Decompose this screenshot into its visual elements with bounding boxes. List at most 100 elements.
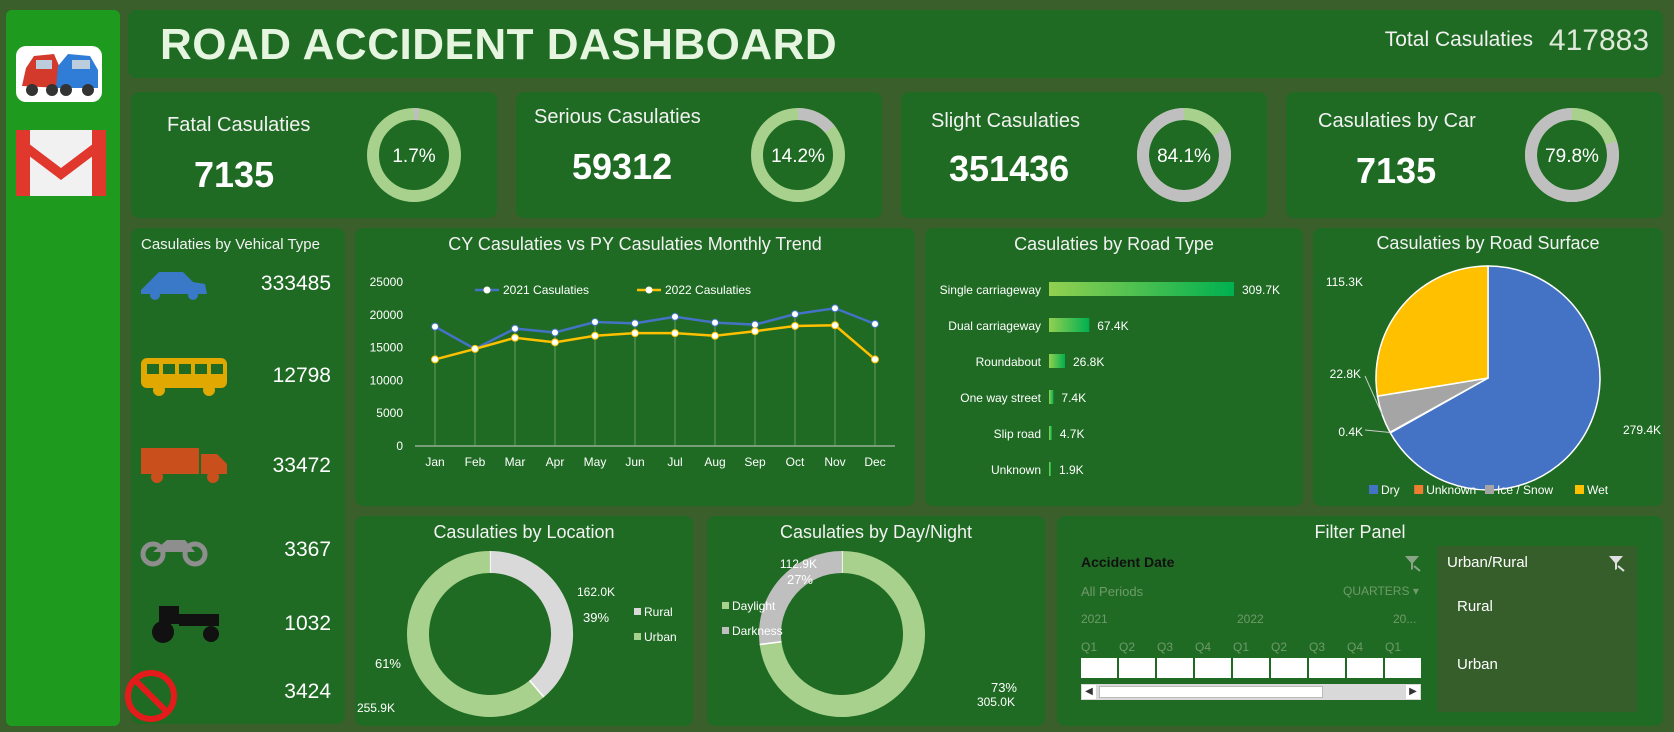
quarter-label: Q4 (1195, 640, 1212, 654)
timeline-cell[interactable] (1081, 658, 1117, 678)
data-point (831, 321, 839, 330)
year-label: 2021 (1081, 612, 1108, 626)
clear-filter-icon[interactable] (1607, 554, 1625, 572)
data-point (591, 318, 599, 327)
legend-label: 2021 Casulaties (503, 283, 589, 297)
bar (1049, 318, 1090, 332)
quarter-label: Q2 (1119, 640, 1136, 654)
kpi-donut: 14.2% (751, 108, 845, 202)
car-crash-icon[interactable] (14, 38, 104, 108)
slicer-item-rural[interactable]: Rural (1457, 598, 1493, 615)
legend-swatch (722, 627, 729, 634)
bar (1049, 282, 1234, 296)
kpi-value: 59312 (572, 146, 673, 187)
kpi-label: Casulaties by Car (1318, 110, 1476, 132)
donut-segment (797, 108, 835, 134)
sidebar (6, 10, 120, 726)
chevron-down-icon: ▾ (1412, 584, 1419, 598)
timeline-cell[interactable] (1385, 658, 1421, 678)
data-point (751, 320, 759, 329)
pct-label: 39% (583, 610, 609, 625)
legend-swatch (1485, 485, 1494, 494)
data-point (551, 328, 559, 337)
pct-label: 73% (991, 680, 1017, 695)
slicer-header: Urban/Rural (1447, 554, 1528, 571)
vehicle-value: 12798 (272, 364, 331, 387)
kpi-donut: 84.1% (1137, 108, 1231, 202)
vehicle-row-tractor: 1032 (131, 600, 341, 660)
legend-swatch (634, 633, 641, 640)
quarters-dropdown[interactable]: QUARTERS ▾ (1343, 584, 1419, 598)
timeline-cell[interactable] (1157, 658, 1193, 678)
bar (1049, 426, 1052, 440)
gmail-icon[interactable] (16, 130, 106, 196)
donut-segment (489, 551, 573, 698)
legend-label: Wet (1587, 483, 1609, 497)
data-label: 4.7K (1060, 427, 1085, 441)
donut-pct-label: 1.7% (392, 146, 435, 167)
bar (1049, 354, 1066, 368)
scroll-thumb[interactable] (1099, 686, 1323, 698)
timeline-cell[interactable] (1309, 658, 1345, 678)
urban-rural-slicer: Urban/Rural Rural Urban (1437, 546, 1637, 712)
road-type-chart: Single carriageway 309.7K Dual carriageway… (940, 282, 1280, 477)
legend-label: Urban (644, 630, 677, 644)
kpi-card-fatal: Fatal Casulaties 7135 1.7% (131, 92, 497, 218)
bar (1049, 462, 1051, 476)
legend-label: Dry (1381, 483, 1400, 497)
clear-filter-icon[interactable] (1403, 554, 1421, 572)
data-point (631, 329, 639, 338)
x-tick-label: Jun (625, 455, 644, 469)
data-label: 67.4K (1097, 319, 1128, 333)
y-tick-label: 5000 (376, 406, 403, 420)
x-tick-label: Jul (667, 455, 682, 469)
kpi-value: 7135 (1356, 150, 1437, 191)
vehicle-value: 3367 (284, 538, 331, 561)
road-surface-panel: Casulaties by Road Surface 279.4K 0.4K 22.… (1313, 228, 1663, 506)
data-label: 305.0K (977, 695, 1015, 709)
legend-marker (645, 286, 653, 294)
donut-segment (1525, 108, 1619, 202)
timeline-cell[interactable] (1195, 658, 1231, 678)
data-label: 279.4K (1623, 423, 1661, 437)
data-point (871, 355, 879, 364)
quarters-label: QUARTERS (1343, 584, 1410, 598)
vehicle-type-title: Casulaties by Vehical Type (141, 236, 320, 253)
bus-icon (141, 358, 227, 396)
timeline-cells[interactable] (1081, 658, 1421, 678)
quarter-label: Q4 (1347, 640, 1364, 654)
kpi-card-serious: Serious Casulaties 59312 14.2% (516, 92, 882, 218)
legend-marker (483, 286, 491, 294)
category-label: Unknown (991, 463, 1041, 477)
road-surface-chart: 279.4K 0.4K 22.8K 115.3K Dry Unknown Ice / Sno… (1326, 265, 1661, 497)
donut-segment (759, 551, 843, 645)
kpi-value: 7135 (194, 154, 275, 195)
segment-divider (759, 640, 782, 646)
legend-swatch (634, 608, 641, 615)
timeline-cell[interactable] (1347, 658, 1383, 678)
x-tick-label: Nov (824, 455, 845, 469)
y-tick-label: 25000 (370, 275, 404, 289)
kpi-value: 351436 (949, 148, 1070, 189)
timeline-cell[interactable] (1233, 658, 1269, 678)
year-label: 20... (1393, 612, 1417, 626)
data-point (551, 338, 559, 347)
data-label: 162.0K (577, 585, 615, 599)
timeline-scrollbar[interactable]: ◀ ▶ (1081, 684, 1421, 700)
quarter-label: Q1 (1385, 640, 1402, 654)
data-point (511, 333, 519, 342)
donut-segment (1571, 108, 1617, 145)
data-point (631, 319, 639, 328)
scroll-right-arrow[interactable]: ▶ (1406, 685, 1420, 699)
legend-label: Rural (644, 605, 673, 619)
quarter-label: Q3 (1157, 640, 1174, 654)
category-label: Dual carriageway (948, 319, 1041, 333)
scroll-left-arrow[interactable]: ◀ (1082, 685, 1096, 699)
filter-panel-title: Filter Panel (1314, 522, 1406, 542)
timeline-cell[interactable] (1119, 658, 1155, 678)
slicer-item-urban[interactable]: Urban (1457, 656, 1498, 673)
timeline-cell[interactable] (1271, 658, 1307, 678)
legend-label: Daylight (732, 599, 776, 613)
legend-label: Darkness (732, 624, 783, 638)
quarter-labels: Q1 Q2 Q3 Q4 Q1 Q2 Q3 Q4 Q1 (1081, 640, 1421, 656)
